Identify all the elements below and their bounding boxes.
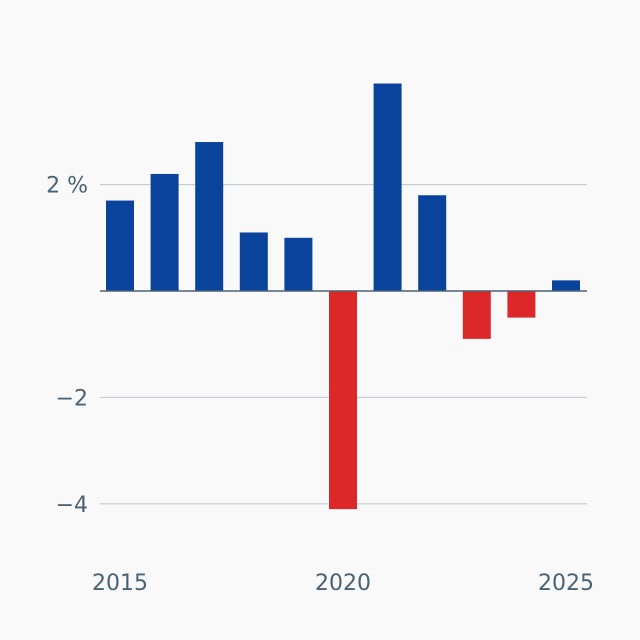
bar-2023 [462, 291, 491, 339]
x-tick-label: 2015 [92, 571, 148, 596]
bar-2025 [552, 280, 580, 291]
bar-2015 [106, 200, 134, 291]
y-tick-label: 2 % [46, 174, 88, 199]
x-tick-label: 2020 [315, 571, 371, 596]
y-tick-label: −2 [56, 386, 88, 411]
bar-2018 [239, 232, 268, 291]
x-tick-label: 2025 [538, 571, 594, 596]
bar-2024 [507, 291, 536, 318]
bar-2021 [373, 83, 402, 292]
y-tick-label: −4 [56, 493, 88, 518]
bar-2017 [195, 142, 224, 291]
bar-2020 [329, 291, 357, 510]
bar-2016 [150, 173, 179, 291]
bar-2019 [284, 237, 313, 291]
bar-2022 [418, 195, 447, 291]
